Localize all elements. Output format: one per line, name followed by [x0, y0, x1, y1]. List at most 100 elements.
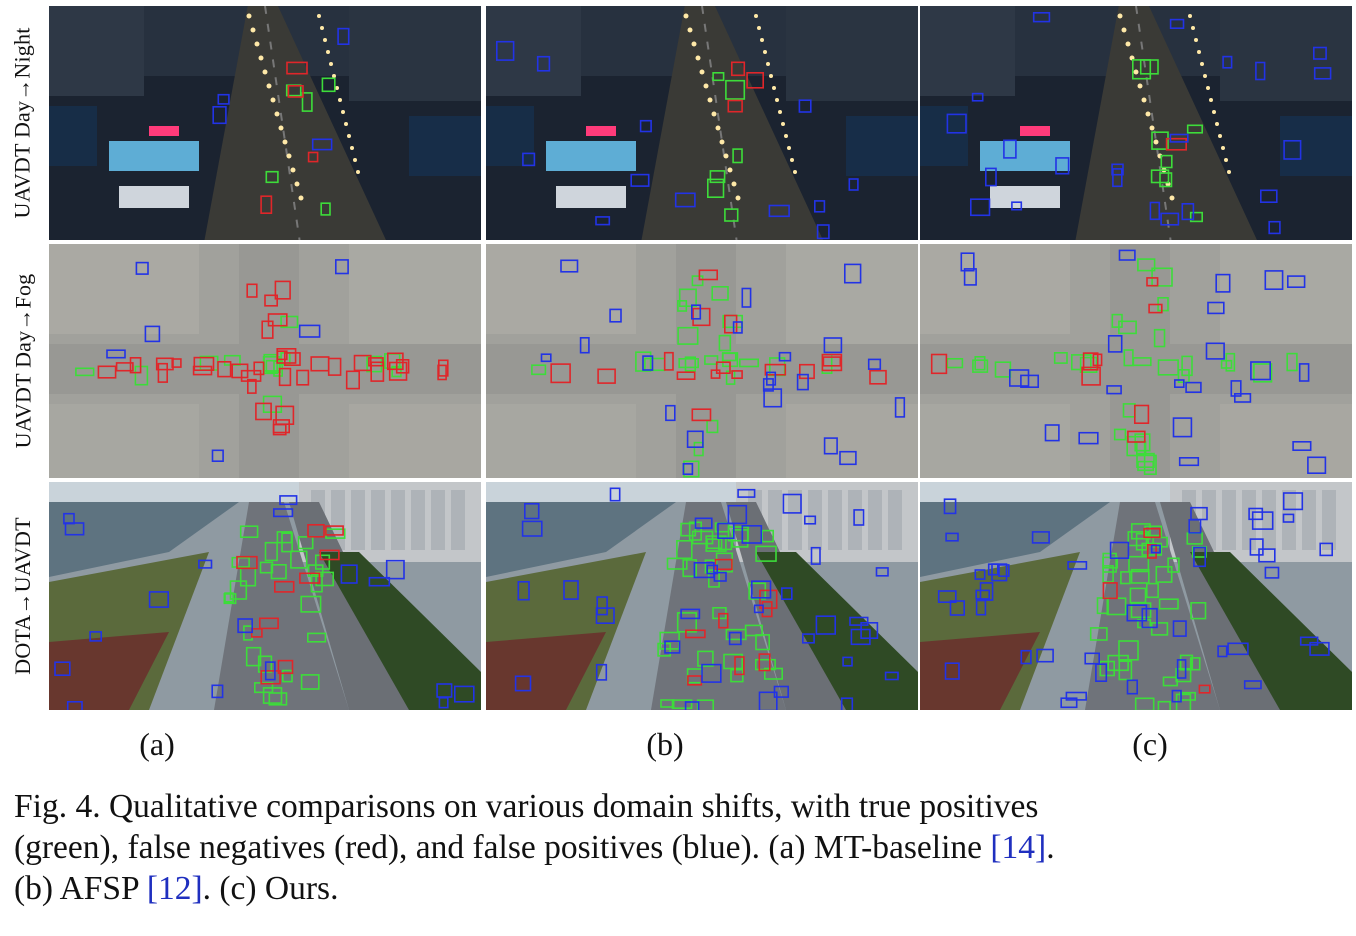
false-positive-box	[609, 487, 621, 502]
false-positive-box	[1207, 301, 1225, 315]
true-positive-box	[1158, 598, 1179, 610]
false-positive-box	[1282, 492, 1304, 511]
false-positive-box	[1078, 431, 1099, 445]
row-label-dota-text: DOTA→UAVDT	[10, 517, 35, 675]
false-positive-box	[144, 325, 161, 343]
false-negative-box	[240, 369, 262, 382]
false-negative-box	[247, 378, 257, 394]
false-negative-box	[698, 269, 718, 281]
false-positive-box	[1084, 652, 1100, 665]
true-positive-box	[1186, 124, 1204, 134]
false-negative-box	[260, 195, 273, 214]
column-label-c: (c)	[1132, 726, 1168, 762]
false-positive-box	[1249, 538, 1264, 556]
caption-line-2-end: .	[1046, 829, 1055, 866]
false-negative-box	[261, 320, 274, 339]
false-positive-box	[1282, 513, 1295, 523]
false-positive-box	[701, 663, 722, 683]
false-positive-box	[867, 358, 882, 370]
false-positive-box	[630, 173, 650, 187]
true-positive-box	[1181, 355, 1193, 377]
false-positive-box	[843, 263, 862, 284]
false-negative-box	[236, 555, 258, 570]
false-positive-box	[682, 463, 694, 476]
false-positive-box	[1065, 691, 1087, 701]
false-positive-box	[985, 167, 997, 187]
false-negative-box	[746, 72, 765, 89]
true-positive-box	[1131, 523, 1151, 540]
false-positive-box	[1299, 636, 1319, 646]
false-positive-box	[279, 495, 298, 506]
false-negative-box	[714, 558, 733, 571]
false-positive-box	[1111, 163, 1124, 176]
column-label-a: (a)	[139, 726, 175, 762]
true-positive-box	[1146, 582, 1159, 599]
false-positive-box	[1319, 542, 1334, 557]
false-positive-box	[563, 580, 579, 600]
false-positive-box	[1149, 201, 1161, 221]
false-negative-box	[217, 361, 232, 378]
false-negative-box	[278, 367, 292, 387]
false-negative-box	[299, 572, 321, 584]
false-positive-box	[514, 675, 532, 692]
true-positive-box	[276, 531, 293, 544]
false-negative-box	[718, 612, 729, 629]
false-positive-box	[1067, 561, 1088, 570]
false-positive-box	[1217, 645, 1228, 658]
false-positive-box	[496, 40, 515, 61]
true-positive-box	[706, 419, 719, 434]
reference-link-12[interactable]: [12]	[146, 870, 203, 907]
true-positive-box	[1225, 352, 1236, 372]
false-negative-box	[274, 580, 295, 593]
true-positive-box	[1120, 571, 1131, 585]
false-negative-box	[676, 371, 696, 380]
true-positive-box	[1167, 557, 1180, 573]
false-positive-box	[1313, 67, 1332, 80]
true-positive-box	[974, 356, 986, 371]
true-positive-box	[224, 592, 234, 603]
false-positive-box	[664, 640, 681, 654]
true-positive-box	[677, 326, 699, 345]
false-positive-box	[732, 321, 743, 334]
reference-link-14[interactable]: [14]	[990, 829, 1047, 866]
false-negative-box	[325, 525, 344, 536]
false-positive-box	[1312, 46, 1327, 60]
true-positive-box	[1179, 654, 1194, 671]
false-positive-box	[1307, 456, 1327, 475]
true-positive-box	[730, 668, 744, 683]
true-positive-box	[1220, 359, 1233, 369]
false-positive-box	[1126, 604, 1148, 622]
false-positive-box	[1172, 417, 1193, 438]
false-negative-box	[821, 353, 843, 372]
row-label-night: UAVDT Day→Night	[0, 6, 46, 240]
false-positive-box	[560, 259, 579, 273]
true-positive-box	[684, 356, 696, 372]
false-positive-box	[713, 571, 727, 582]
true-positive-box	[723, 653, 744, 670]
false-negative-box	[307, 523, 325, 538]
false-positive-box	[969, 198, 991, 217]
true-positive-box	[1153, 328, 1166, 348]
true-positive-box	[682, 559, 697, 578]
true-positive-box	[1107, 654, 1129, 672]
false-positive-box	[1205, 342, 1225, 360]
false-positive-box	[943, 498, 957, 515]
false-positive-box	[639, 119, 652, 133]
true-positive-box	[1253, 363, 1273, 383]
false-positive-box	[211, 449, 224, 463]
true-positive-box	[707, 178, 725, 198]
false-positive-box	[758, 691, 778, 710]
false-positive-box	[737, 488, 756, 498]
caption-line-3-end: . (c) Ours.	[202, 870, 339, 907]
false-negative-box	[691, 408, 712, 422]
false-negative-box	[1134, 404, 1150, 425]
false-positive-box	[946, 113, 967, 134]
true-positive-box	[262, 395, 283, 413]
true-positive-box	[301, 92, 313, 112]
true-positive-box	[1150, 622, 1169, 636]
false-negative-box	[386, 352, 404, 371]
false-positive-box	[778, 351, 792, 362]
false-positive-box	[609, 308, 622, 323]
false-positive-box	[750, 580, 772, 599]
true-positive-box	[315, 571, 335, 587]
